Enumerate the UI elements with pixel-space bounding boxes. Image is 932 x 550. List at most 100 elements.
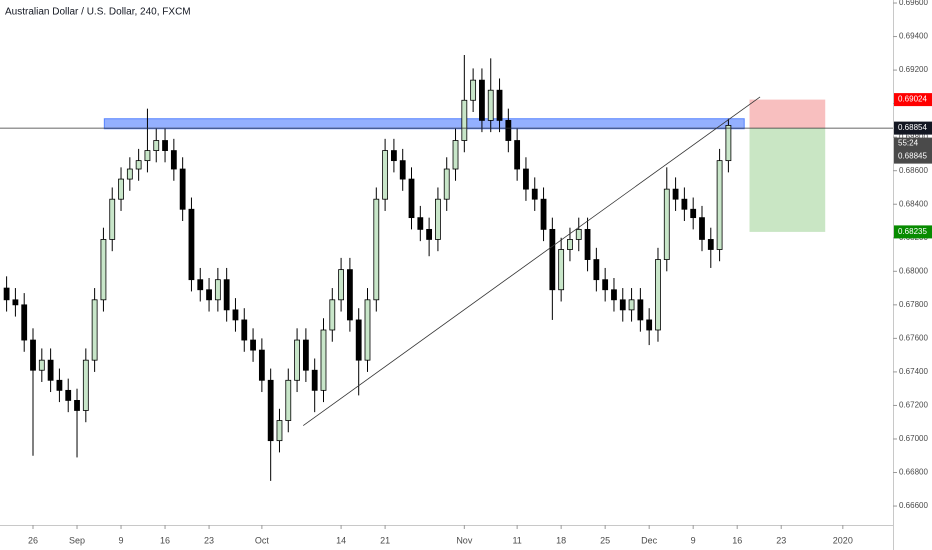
y-tick-label: 0.67600 <box>899 333 928 342</box>
candle-body <box>364 299 371 361</box>
resistance-zone <box>103 118 745 130</box>
x-tick-label: 16 <box>160 535 170 545</box>
candle-body <box>382 150 389 200</box>
candle-body <box>311 369 318 391</box>
candle-body <box>47 359 54 381</box>
candle-body <box>646 319 653 331</box>
candle-body <box>21 304 28 341</box>
candle-body <box>12 299 19 306</box>
candle-body <box>628 299 635 311</box>
candle-body <box>320 329 327 391</box>
candle-body <box>619 299 626 311</box>
candle-body <box>707 239 714 250</box>
candle-body <box>540 198 547 230</box>
candle-body <box>30 339 36 371</box>
price-label-box <box>894 225 932 239</box>
price-label: 0.68854 <box>898 123 927 132</box>
y-tick-label: 0.67800 <box>899 300 928 309</box>
x-tick-label: Sep <box>69 535 85 545</box>
candle-body <box>391 150 397 162</box>
y-tick-label: 0.68400 <box>899 199 928 208</box>
candle-body <box>65 389 72 401</box>
candle-body <box>549 228 556 291</box>
candle-body <box>479 79 485 121</box>
candle-body <box>514 140 521 170</box>
candle-body <box>206 289 212 301</box>
y-tick-label: 0.68000 <box>899 266 928 275</box>
candle-body <box>56 379 63 391</box>
candle-body <box>232 309 239 321</box>
x-tick-label: 26 <box>28 535 38 545</box>
y-tick-label: 0.69200 <box>899 65 928 74</box>
candle-body <box>655 259 661 331</box>
x-tick-label: 21 <box>380 535 390 545</box>
candle-body <box>38 359 45 371</box>
y-tick-label: 0.69600 <box>899 0 928 7</box>
x-tick-label: Oct <box>255 535 270 545</box>
y-tick-label: 0.67000 <box>899 434 928 443</box>
candle-body <box>294 339 300 381</box>
candle-body <box>118 178 124 200</box>
candle-body <box>443 168 450 200</box>
candle-body <box>144 150 151 162</box>
candle-body <box>452 140 459 170</box>
candle-body <box>523 168 529 190</box>
x-tick-label: 23 <box>204 535 214 545</box>
candle-body <box>558 249 565 291</box>
candle-body <box>399 160 406 180</box>
y-tick-label: 0.67200 <box>899 401 928 410</box>
candle-body <box>602 279 609 291</box>
candle-body <box>408 178 415 219</box>
candle-body <box>593 259 600 281</box>
candle-body <box>681 198 688 210</box>
x-tick-label: 11 <box>512 535 521 545</box>
x-tick-label: 23 <box>776 535 786 545</box>
x-tick-label: 9 <box>119 535 124 545</box>
candle-body <box>426 228 433 240</box>
y-tick-label: 0.67400 <box>899 367 928 376</box>
candle-body <box>699 217 705 240</box>
candle-body <box>302 339 309 371</box>
price-label-box <box>894 137 932 164</box>
chart-title: Australian Dollar / U.S. Dollar, 240, FX… <box>5 7 191 18</box>
candle-body <box>373 198 380 301</box>
candle-body <box>672 188 679 200</box>
price-label-box <box>894 93 932 107</box>
candle-body <box>417 217 424 230</box>
candle-body <box>637 299 644 321</box>
candle-body <box>567 239 573 250</box>
target-zone <box>749 128 826 232</box>
x-tick-label: 9 <box>691 535 696 545</box>
x-tick-label: 18 <box>556 535 566 545</box>
candle-body <box>470 79 477 101</box>
candle-body <box>188 208 195 281</box>
candle-body <box>584 228 591 260</box>
candle-body <box>716 160 723 250</box>
candle-body <box>505 119 512 141</box>
candle-body <box>285 379 292 421</box>
candle-body <box>126 168 133 180</box>
candle-body <box>82 359 89 411</box>
candle-body <box>435 198 441 240</box>
candle-body <box>241 319 248 341</box>
candle-body <box>135 160 142 170</box>
candle-body <box>487 89 494 121</box>
y-tick-label: 0.68800 <box>899 132 928 141</box>
candle-body <box>162 140 168 151</box>
candle-body <box>109 198 116 240</box>
price-label: 0.68235 <box>898 227 927 236</box>
x-tick-label: Nov <box>456 535 473 545</box>
candle-body <box>690 208 697 219</box>
candle-body <box>725 125 732 162</box>
candle-body <box>74 400 80 411</box>
candle-body <box>197 279 204 291</box>
candle-body <box>461 99 468 141</box>
x-tick-label: 14 <box>336 535 346 545</box>
candle-body <box>223 279 230 311</box>
candle-body <box>170 150 177 170</box>
candle-body <box>250 339 256 351</box>
stop-zone <box>749 99 826 129</box>
trendline <box>303 96 761 426</box>
